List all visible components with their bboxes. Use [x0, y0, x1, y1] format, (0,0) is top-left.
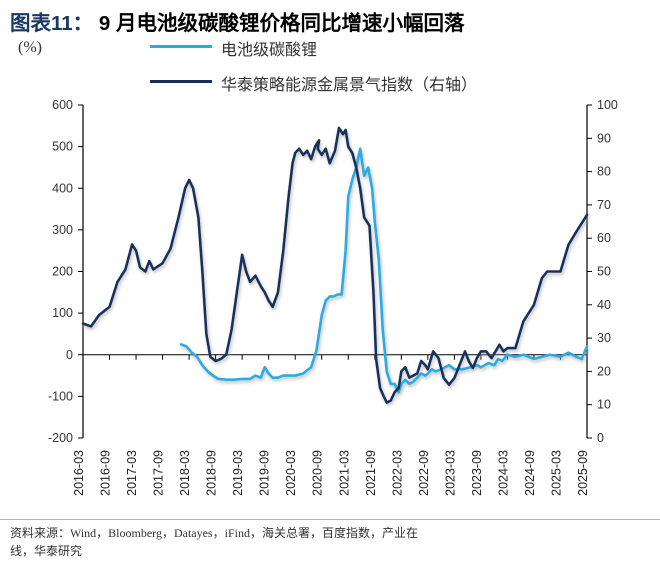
svg-text:2021-09: 2021-09	[364, 450, 378, 496]
svg-text:2020-09: 2020-09	[311, 450, 325, 496]
svg-text:2023-03: 2023-03	[443, 450, 457, 496]
svg-text:100: 100	[52, 306, 73, 320]
svg-text:500: 500	[52, 140, 73, 154]
svg-text:400: 400	[52, 181, 73, 195]
svg-text:0: 0	[597, 431, 604, 445]
svg-text:300: 300	[52, 223, 73, 237]
svg-text:70: 70	[597, 198, 611, 212]
svg-text:2017-03: 2017-03	[125, 450, 139, 496]
svg-text:2018-09: 2018-09	[205, 450, 219, 496]
svg-text:2017-09: 2017-09	[152, 450, 166, 496]
svg-text:20: 20	[597, 364, 611, 378]
svg-text:90: 90	[597, 131, 611, 145]
svg-text:2019-03: 2019-03	[231, 450, 245, 496]
svg-text:2018-03: 2018-03	[178, 450, 192, 496]
svg-text:2016-03: 2016-03	[72, 450, 86, 496]
svg-text:2025-03: 2025-03	[549, 450, 563, 496]
svg-text:80: 80	[597, 165, 611, 179]
svg-text:-200: -200	[48, 431, 73, 445]
svg-text:10: 10	[597, 398, 611, 412]
svg-text:2024-09: 2024-09	[523, 450, 537, 496]
svg-text:2021-03: 2021-03	[337, 450, 351, 496]
svg-text:2023-09: 2023-09	[470, 450, 484, 496]
svg-text:0: 0	[66, 348, 73, 362]
svg-text:-100: -100	[48, 389, 73, 403]
svg-text:2016-09: 2016-09	[99, 450, 113, 496]
svg-text:200: 200	[52, 265, 73, 279]
svg-text:50: 50	[597, 265, 611, 279]
svg-text:2025-09: 2025-09	[576, 450, 590, 496]
svg-text:2019-09: 2019-09	[258, 450, 272, 496]
svg-text:100: 100	[597, 98, 618, 112]
svg-text:600: 600	[52, 98, 73, 112]
svg-text:30: 30	[597, 331, 611, 345]
svg-text:2024-03: 2024-03	[496, 450, 510, 496]
svg-text:2022-03: 2022-03	[390, 450, 404, 496]
svg-text:60: 60	[597, 231, 611, 245]
svg-text:2020-03: 2020-03	[284, 450, 298, 496]
svg-text:40: 40	[597, 298, 611, 312]
svg-text:2022-09: 2022-09	[417, 450, 431, 496]
